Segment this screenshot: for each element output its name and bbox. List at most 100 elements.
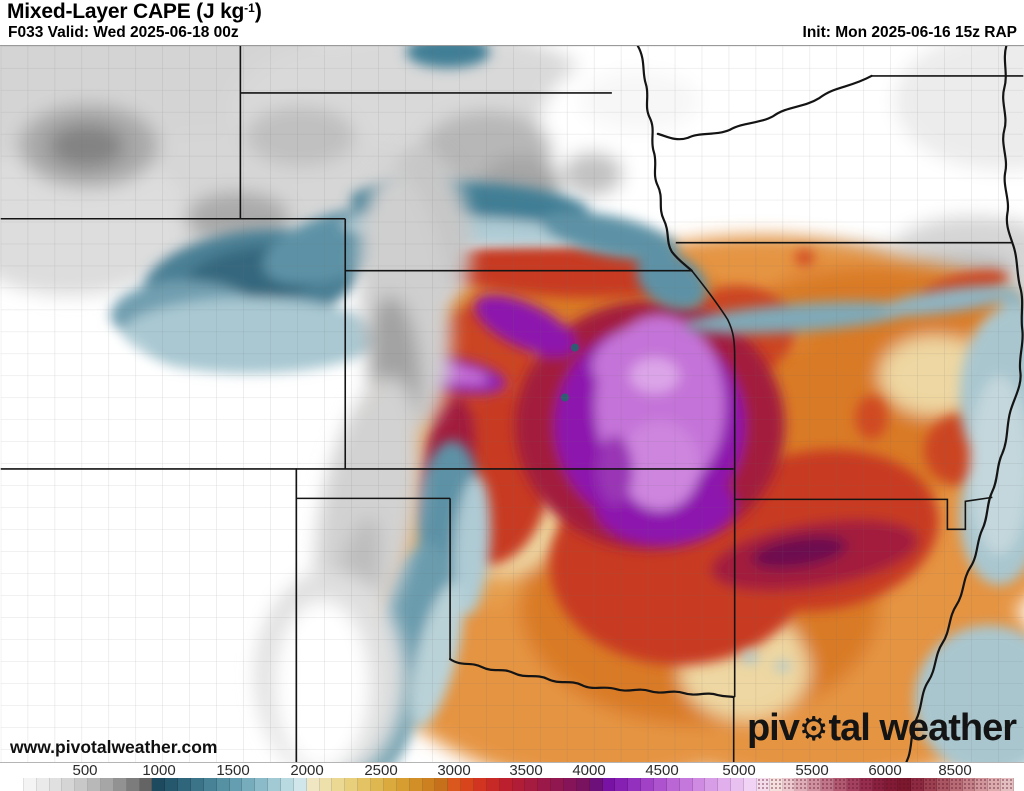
unit-superscript: -1: [244, 1, 255, 15]
page-title: Mixed-Layer CAPE (J kg-1): [7, 0, 262, 23]
big-sioux-river: [656, 74, 873, 141]
colorbar: [11, 778, 1015, 791]
colorbar-swatch: [268, 778, 282, 791]
colorbar-swatch: [461, 778, 474, 791]
pivotal-weather-logo: piv⚙tal weather: [746, 707, 1017, 749]
init-time-label: Init: Mon 2025-06-16 15z RAP: [802, 24, 1017, 41]
colorbar-swatch: [846, 778, 860, 791]
colorbar-swatch: [705, 778, 719, 791]
colorbar-tick-label: 3500: [509, 762, 543, 779]
colorbar-swatch: [538, 778, 552, 791]
colorbar-swatch: [126, 778, 140, 791]
colorbar-swatch: [576, 778, 590, 791]
gear-icon: ⚙: [798, 709, 829, 748]
colorbar-tick-label: 1500: [216, 762, 250, 779]
colorbar-swatch: [499, 778, 513, 791]
colorbar-swatch: [345, 778, 359, 791]
colorbar-swatch: [293, 778, 307, 791]
colorbar-tick-label: 3000: [437, 762, 471, 779]
colorbar-swatch: [821, 778, 834, 791]
colorbar-swatch: [396, 778, 410, 791]
colorbar-tick-label: 2500: [364, 762, 398, 779]
colorbar-swatch: [242, 778, 256, 791]
colorbar-swatch: [191, 778, 204, 791]
border-missouri-arkansas: [734, 496, 993, 531]
colorbar-swatch: [1001, 778, 1015, 791]
county-lines-overlay: [0, 46, 1024, 762]
colorbar-swatch: [486, 778, 500, 791]
colorbar-swatch: [589, 778, 603, 791]
colorbar-swatch: [49, 778, 63, 791]
colorbar-swatch: [139, 778, 153, 791]
mississippi-river-north: [1002, 46, 1014, 244]
colorbar-swatch: [113, 778, 127, 791]
colorbar-swatch: [872, 778, 886, 791]
colorbar-swatch: [332, 778, 346, 791]
colorbar-swatch: [435, 778, 449, 791]
colorbar-swatch: [628, 778, 642, 791]
colorbar-swatch: [255, 778, 269, 791]
colorbar-swatch: [975, 778, 989, 791]
colorbar-swatch: [949, 778, 963, 791]
colorbar-swatch: [88, 778, 102, 791]
cape-map-graphic: [0, 46, 1024, 762]
colorbar-swatch: [371, 778, 384, 791]
colorbar-swatch: [216, 778, 230, 791]
state-borders: [0, 46, 1024, 762]
colorbar-swatch: [36, 778, 50, 791]
colorbar-swatch: [358, 778, 372, 791]
colorbar-swatch: [718, 778, 732, 791]
colorbar-swatch: [563, 778, 577, 791]
colorbar-swatch: [512, 778, 526, 791]
colorbar-swatch: [731, 778, 744, 791]
colorbar-swatch: [795, 778, 809, 791]
colorbar-swatch: [743, 778, 757, 791]
colorbar-swatch: [383, 778, 397, 791]
colorbar-tick-label: 5500: [795, 762, 829, 779]
colorbar-swatch: [769, 778, 783, 791]
colorbar-swatch: [152, 778, 166, 791]
colorbar-swatch: [653, 778, 667, 791]
colorbar-swatch: [62, 778, 76, 791]
colorbar-tick-label: 6000: [868, 762, 902, 779]
colorbar-tick-label: 4500: [645, 762, 679, 779]
colorbar-swatch: [692, 778, 706, 791]
red-river: [448, 658, 735, 699]
colorbar-swatch: [23, 778, 37, 791]
colorbar-swatch: [756, 778, 770, 791]
colorbar-tick-label: 8500: [938, 762, 972, 779]
colorbar-swatch: [924, 778, 937, 791]
colorbar-swatch: [859, 778, 873, 791]
colorbar-swatch: [306, 778, 320, 791]
colorbar-tick-label: 4000: [572, 762, 606, 779]
colorbar-tick-label: 1000: [142, 762, 176, 779]
river-borders: [448, 46, 1024, 762]
colorbar-swatch: [666, 778, 680, 791]
colorbar-swatch: [615, 778, 629, 791]
colorbar-swatch: [319, 778, 333, 791]
colorbar-swatch: [409, 778, 423, 791]
border-missouri-west: [691, 270, 736, 698]
watermark-url: www.pivotalweather.com: [10, 737, 218, 757]
colorbar-tick-label: 2000: [290, 762, 324, 779]
colorbar-swatch: [602, 778, 616, 791]
colorbar-swatch: [203, 778, 217, 791]
colorbar-swatch: [936, 778, 950, 791]
colorbar-swatch: [679, 778, 693, 791]
colorbar-swatch: [229, 778, 243, 791]
colorbar-swatch: [448, 778, 462, 791]
colorbar-swatch: [11, 778, 24, 791]
colorbar-swatch: [473, 778, 487, 791]
colorbar-tick-label: 5000: [722, 762, 756, 779]
colorbar-swatch: [988, 778, 1002, 791]
colorbar-swatch: [641, 778, 654, 791]
colorbar-swatch: [962, 778, 976, 791]
colorbar-swatch: [281, 778, 294, 791]
mississippi-river-south: [905, 241, 1024, 762]
colorbar-swatch: [885, 778, 899, 791]
colorbar-swatch: [165, 778, 179, 791]
colorbar-swatch: [808, 778, 822, 791]
colorbar-swatch: [422, 778, 436, 791]
colorbar-swatch: [525, 778, 539, 791]
